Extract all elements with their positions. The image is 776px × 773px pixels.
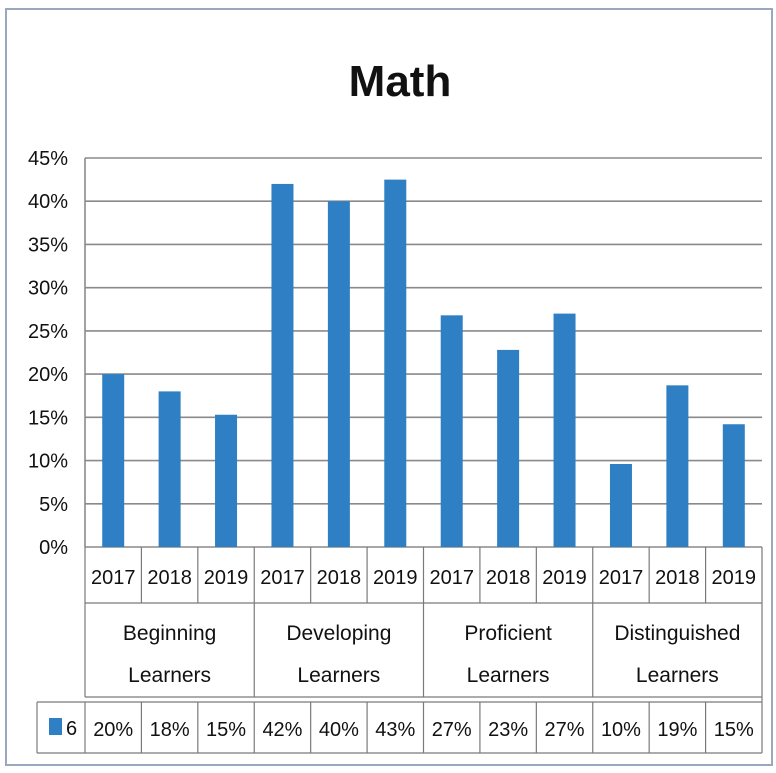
category-label: Learners xyxy=(297,664,380,687)
bar xyxy=(384,179,407,547)
data-label: 15% xyxy=(714,719,754,741)
x-tick-label: 2017 xyxy=(599,567,644,589)
bar xyxy=(666,385,689,547)
x-tick-label: 2019 xyxy=(542,567,587,589)
bar xyxy=(102,374,125,547)
x-tick-label: 2018 xyxy=(317,567,362,589)
bar xyxy=(158,391,181,547)
x-tick-label: 2019 xyxy=(373,567,418,589)
y-tick-label: 25% xyxy=(28,321,68,343)
y-tick-label: 10% xyxy=(28,451,68,473)
bar xyxy=(215,414,238,547)
x-tick-label: 2018 xyxy=(147,567,192,589)
category-label: Distinguished xyxy=(614,622,740,645)
category-label: Developing xyxy=(286,622,391,645)
y-tick-label: 45% xyxy=(28,148,68,170)
x-tick-label: 2017 xyxy=(260,567,305,589)
x-tick-label: 2017 xyxy=(429,567,474,589)
data-label: 43% xyxy=(375,719,415,741)
chart-title: Math xyxy=(349,57,452,106)
bar xyxy=(609,464,632,547)
legend-swatch xyxy=(49,718,62,735)
bar xyxy=(497,349,520,547)
chart-frame xyxy=(5,8,773,766)
bar xyxy=(722,424,745,547)
y-tick-label: 20% xyxy=(28,364,68,386)
data-label: 40% xyxy=(319,719,359,741)
y-tick-label: 40% xyxy=(28,191,68,213)
category-label: Beginning xyxy=(123,622,216,645)
data-label: 42% xyxy=(262,719,302,741)
y-tick-label: 0% xyxy=(39,537,68,559)
legend-label: 6 xyxy=(66,718,77,740)
x-tick-label: 2017 xyxy=(91,567,136,589)
y-tick-label: 5% xyxy=(39,494,68,516)
x-tick-label: 2019 xyxy=(712,567,757,589)
data-label: 15% xyxy=(206,719,246,741)
y-tick-label: 35% xyxy=(28,234,68,256)
category-label: Learners xyxy=(636,664,719,687)
data-label: 27% xyxy=(545,719,585,741)
bar xyxy=(271,183,294,547)
category-label: Learners xyxy=(467,664,550,687)
data-label: 20% xyxy=(93,719,133,741)
category-label: Proficient xyxy=(464,622,552,645)
data-label: 10% xyxy=(601,719,641,741)
bar xyxy=(553,313,576,547)
x-tick-label: 2019 xyxy=(204,567,249,589)
data-label: 18% xyxy=(150,719,190,741)
y-tick-label: 15% xyxy=(28,407,68,429)
bar xyxy=(440,315,463,547)
x-tick-label: 2018 xyxy=(655,567,700,589)
data-label: 19% xyxy=(657,719,697,741)
data-label: 27% xyxy=(432,719,472,741)
y-tick-label: 30% xyxy=(28,278,68,300)
x-tick-label: 2018 xyxy=(486,567,531,589)
bar xyxy=(327,201,350,547)
category-label: Learners xyxy=(128,664,211,687)
data-label: 23% xyxy=(488,719,528,741)
